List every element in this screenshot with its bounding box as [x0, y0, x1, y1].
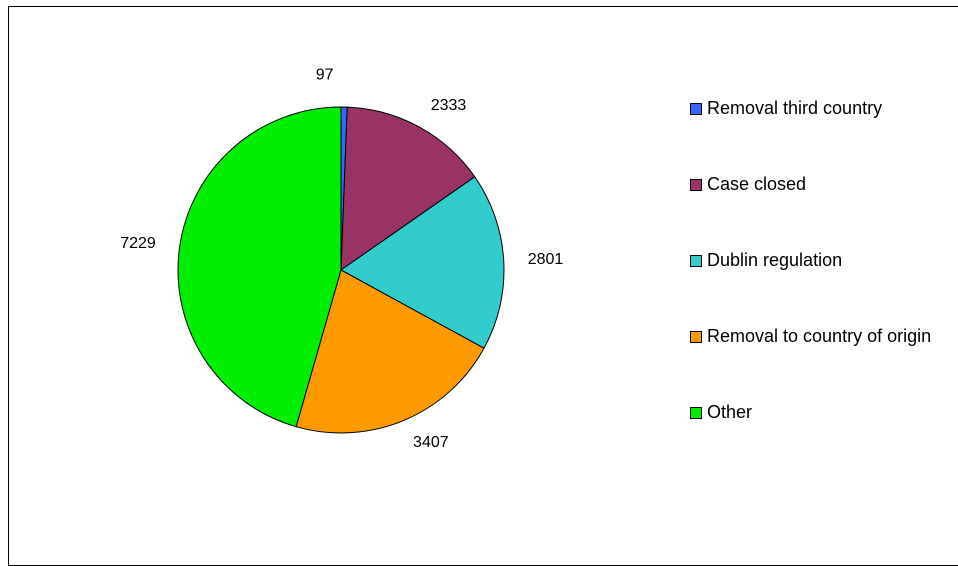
legend-label: Removal to country of origin — [707, 326, 932, 346]
chart: 97 2333 2801 3407 7229 — [120, 66, 564, 451]
legend: Removal third country Case closed Dublin r… — [688, 97, 958, 424]
legend-label: Other — [707, 402, 753, 422]
data-label: 97 — [316, 66, 334, 83]
legend-label: Removal third country — [707, 98, 883, 118]
pie-slice — [177, 106, 342, 428]
legend-swatch — [690, 179, 702, 191]
legend-item: Removal to country of origin — [688, 325, 958, 348]
data-label: 2801 — [528, 251, 564, 268]
legend-swatch — [690, 331, 702, 343]
legend-item: Removal third country — [688, 97, 958, 120]
data-label: 3407 — [413, 434, 449, 451]
legend-swatch — [690, 255, 702, 267]
data-label: 2333 — [431, 97, 467, 114]
legend-label: Case closed — [707, 174, 807, 194]
pie-slice — [340, 176, 505, 349]
pie-slice — [295, 269, 485, 434]
page: 97 2333 2801 3407 7229 Removal third country… — [8, 6, 958, 566]
pie-slice — [340, 106, 476, 271]
legend-label: Dublin regulation — [707, 250, 843, 270]
legend-item: Case closed — [688, 173, 958, 196]
legend-swatch — [690, 407, 702, 419]
data-label: 7229 — [120, 235, 156, 252]
legend-item: Dublin regulation — [688, 249, 958, 272]
legend-item: Other — [688, 401, 958, 424]
legend-swatch — [690, 103, 702, 115]
